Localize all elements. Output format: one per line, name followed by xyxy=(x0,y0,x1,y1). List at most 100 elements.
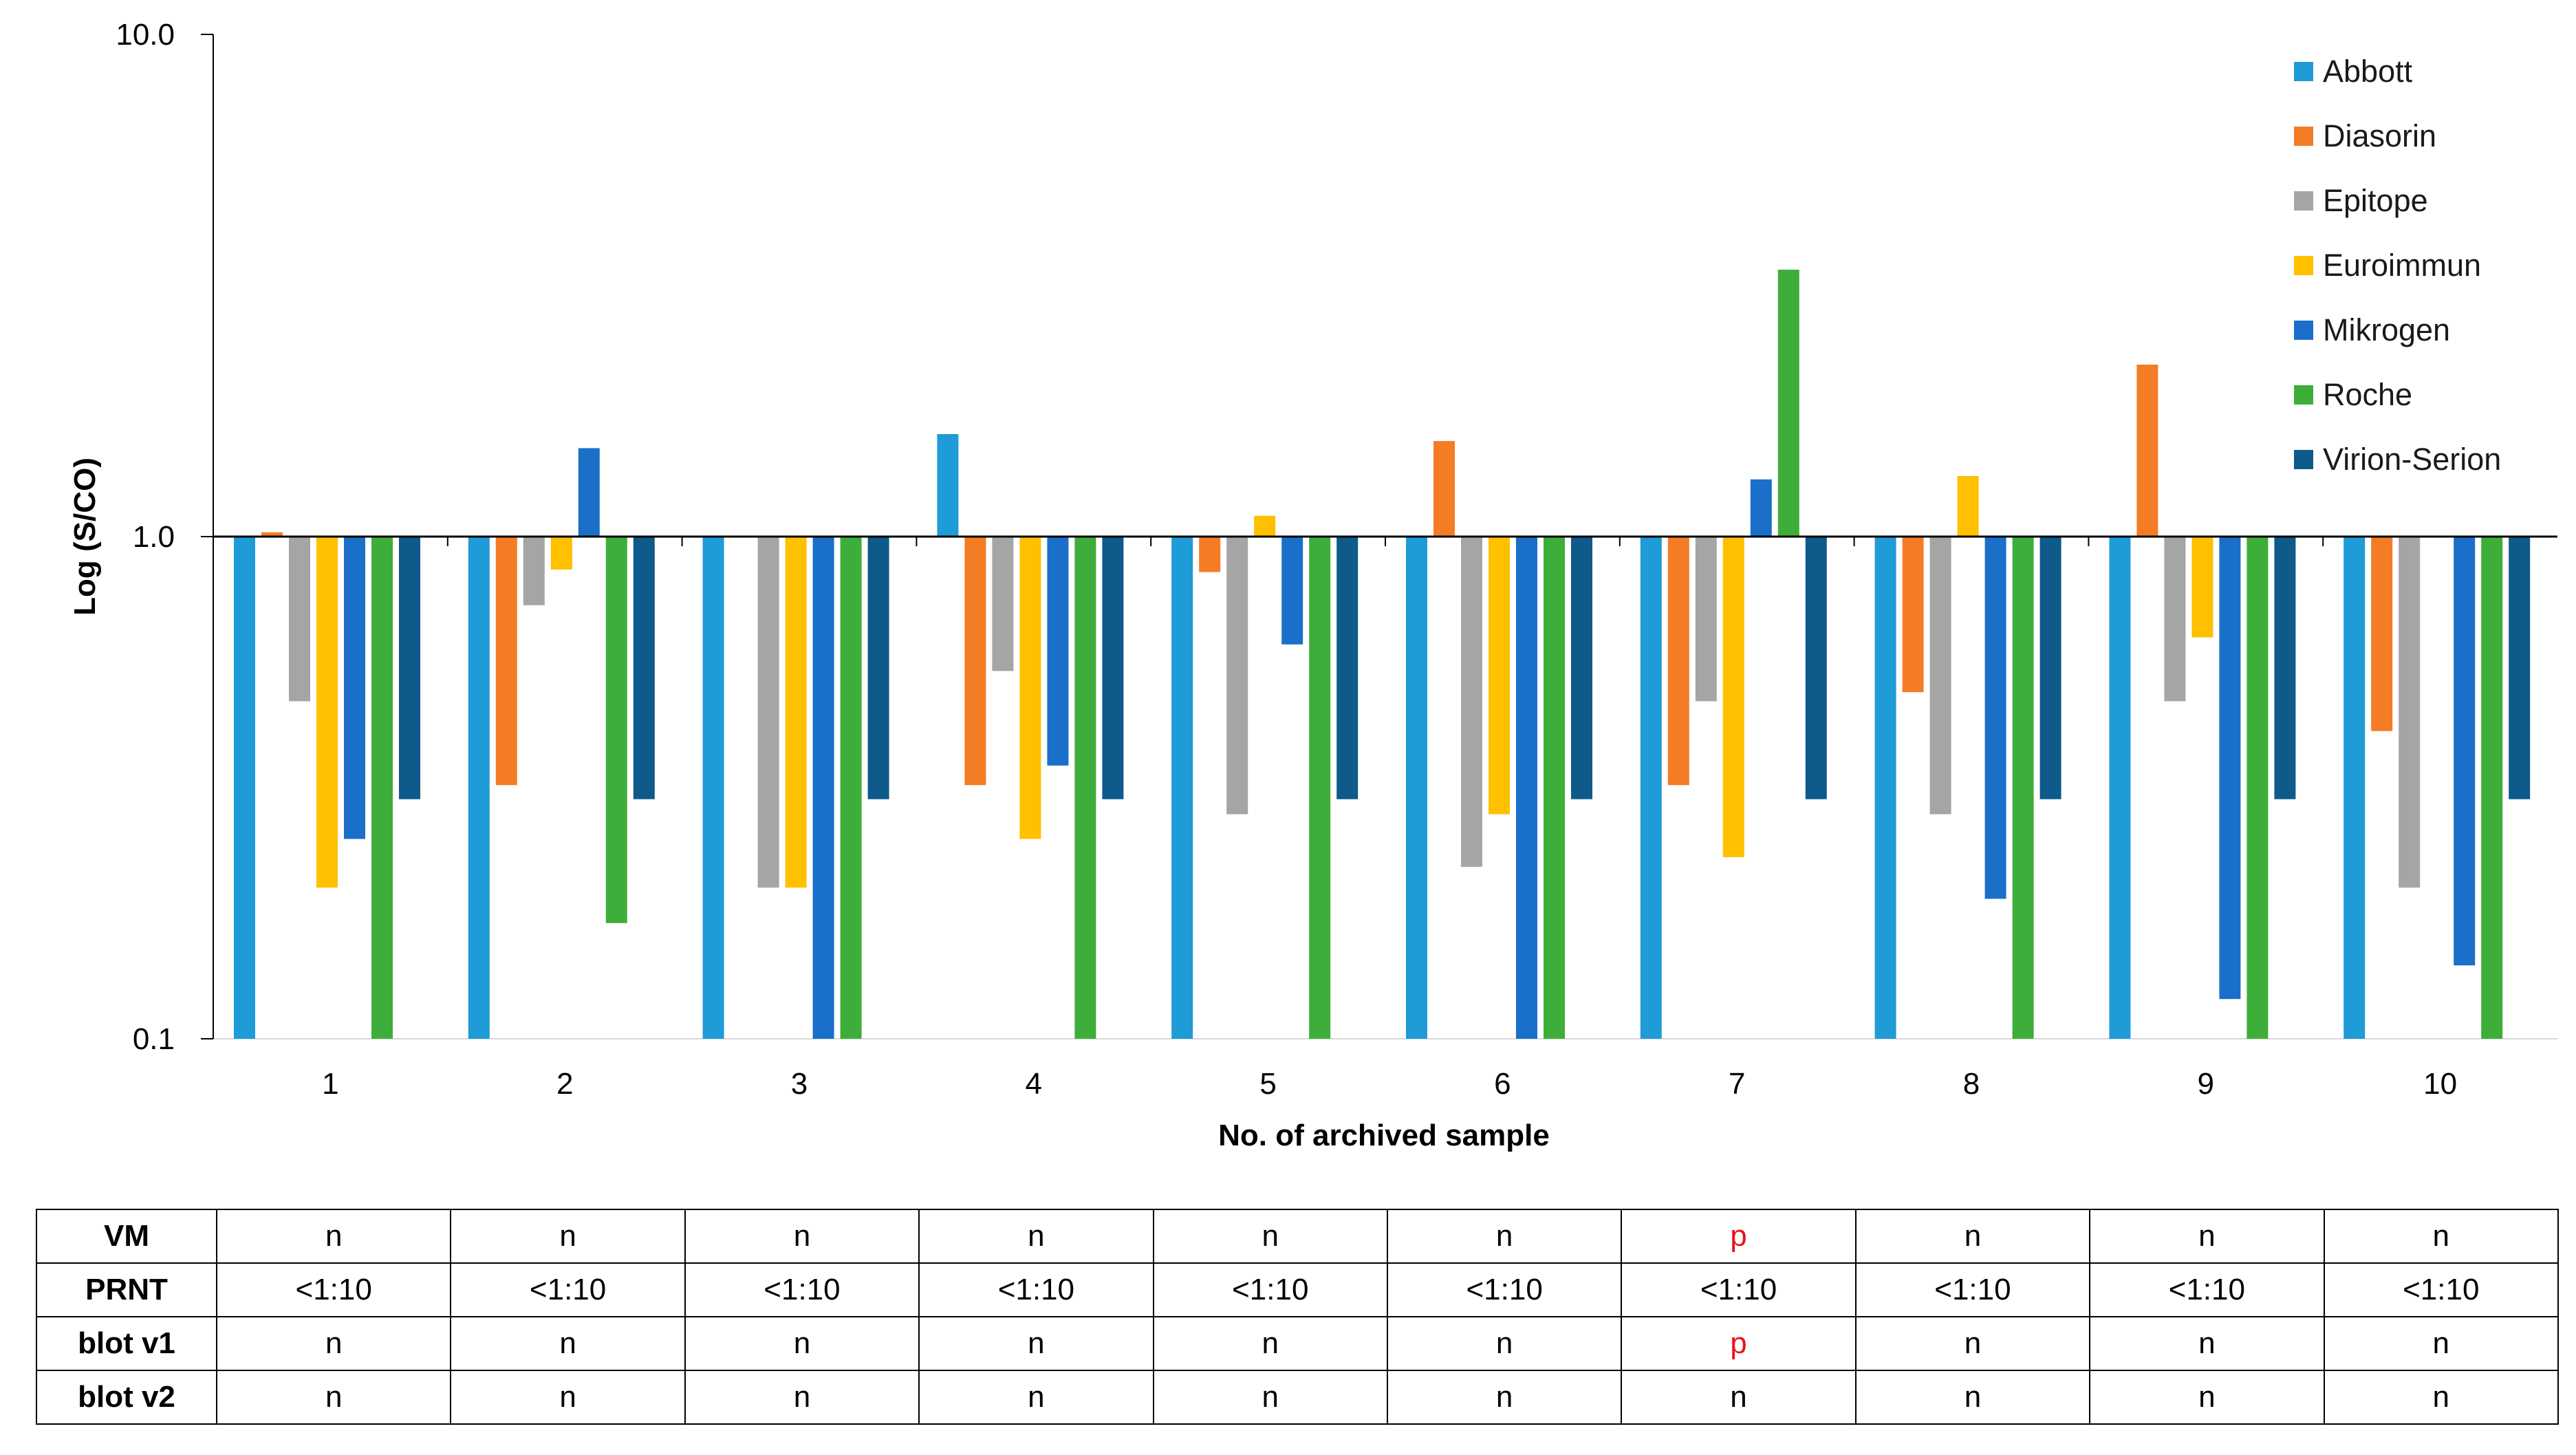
bar-roche-sample-5 xyxy=(1309,537,1331,1039)
legend-label: Roche xyxy=(2323,377,2412,412)
bar-epitope-sample-6 xyxy=(1461,537,1482,867)
y-ticks: 10.0 1.0 0.1 xyxy=(116,18,213,1056)
table-row: blot v1 n n n n n n p n n n xyxy=(36,1316,2559,1371)
legend-label: Euroimmun xyxy=(2323,248,2481,283)
bar-epitope-sample-5 xyxy=(1226,537,1248,815)
bar-virion-serion-sample-2 xyxy=(633,537,655,799)
bar-abbott-sample-3 xyxy=(702,537,724,1039)
table-cell: <1:10 xyxy=(684,1262,920,1317)
bar-abbott-sample-9 xyxy=(2109,537,2131,1039)
table-row: VM n n n n n n p n n n xyxy=(36,1209,2559,1264)
bar-roche-sample-9 xyxy=(2247,537,2269,1039)
table-cell: <1:10 xyxy=(1854,1262,2091,1317)
bar-mikrogen-sample-3 xyxy=(812,537,834,1039)
bar-epitope-sample-2 xyxy=(523,537,545,605)
bar-diasorin-sample-8 xyxy=(1902,537,1924,693)
bar-diasorin-sample-10 xyxy=(2371,537,2393,731)
bar-roche-sample-1 xyxy=(371,537,393,1039)
bar-euroimmun-sample-6 xyxy=(1489,537,1510,815)
y-tick-label: 1.0 xyxy=(133,520,175,554)
table-cell: <1:10 xyxy=(1152,1262,1388,1317)
row-label: blot v2 xyxy=(36,1370,217,1425)
bar-diasorin-sample-6 xyxy=(1433,441,1455,537)
legend: Abbott Diasorin Epitope Euroimmun Mikrogen Ro… xyxy=(2294,54,2501,477)
legend-swatch xyxy=(2294,450,2313,469)
bar-roche-sample-3 xyxy=(840,537,862,1039)
bar-roche-sample-6 xyxy=(1544,537,1565,1039)
legend-label: Abbott xyxy=(2323,54,2413,89)
bar-mikrogen-sample-7 xyxy=(1750,479,1772,537)
bar-mikrogen-sample-4 xyxy=(1047,537,1069,766)
legend-label: Virion-Serion xyxy=(2323,442,2501,477)
bar-diasorin-sample-1 xyxy=(261,532,283,537)
x-tick-label: 6 xyxy=(1494,1067,1511,1101)
table-cell: n xyxy=(1854,1209,2091,1264)
x-tick-label: 10 xyxy=(2423,1067,2457,1101)
bar-roche-sample-10 xyxy=(2481,537,2503,1039)
table-cell: n xyxy=(918,1209,1154,1264)
table-cell: n xyxy=(1621,1370,1857,1425)
table-cell: <1:10 xyxy=(215,1262,452,1317)
table-cell: n xyxy=(918,1370,1154,1425)
bar-virion-serion-sample-3 xyxy=(867,537,889,799)
bar-euroimmun-sample-4 xyxy=(1019,537,1041,839)
table-cell: <1:10 xyxy=(918,1262,1154,1317)
bar-virion-serion-sample-1 xyxy=(399,537,420,799)
table-row: PRNT <1:10 <1:10 <1:10 <1:10 <1:10 <1:10 <1:10 <… xyxy=(36,1262,2559,1317)
legend-swatch xyxy=(2294,127,2313,146)
legend-swatch xyxy=(2294,256,2313,275)
table-cell: <1:10 xyxy=(2323,1262,2559,1317)
table-cell: n xyxy=(450,1209,686,1264)
table-cell: <1:10 xyxy=(1386,1262,1623,1317)
x-tick-label: 8 xyxy=(1963,1067,1980,1101)
bar-mikrogen-sample-9 xyxy=(2219,537,2241,1000)
bar-roche-sample-8 xyxy=(2012,537,2034,1039)
results-table: VM n n n n n n p n n n PRNT <1:10 <1:10 <1:10 <1:10 <1:1… xyxy=(36,1209,2559,1425)
x-tick-label: 1 xyxy=(322,1067,338,1101)
table-cell: n xyxy=(1854,1370,2091,1425)
bar-diasorin-sample-7 xyxy=(1667,537,1689,786)
bar-euroimmun-sample-1 xyxy=(316,537,338,888)
table-cell: <1:10 xyxy=(450,1262,686,1317)
bar-roche-sample-7 xyxy=(1777,270,1799,537)
bar-mikrogen-sample-5 xyxy=(1281,537,1303,645)
bar-virion-serion-sample-4 xyxy=(1102,537,1124,799)
bar-euroimmun-sample-7 xyxy=(1722,537,1744,857)
row-label: PRNT xyxy=(36,1262,217,1317)
bar-abbott-sample-1 xyxy=(234,537,255,1039)
bar-diasorin-sample-2 xyxy=(495,537,517,786)
legend-swatch xyxy=(2294,191,2313,211)
y-tick-label: 10.0 xyxy=(116,18,175,52)
table-cell: <1:10 xyxy=(2089,1262,2325,1317)
table-cell: n xyxy=(450,1316,686,1371)
bar-virion-serion-sample-9 xyxy=(2274,537,2296,799)
bar-mikrogen-sample-10 xyxy=(2454,537,2476,966)
bar-epitope-sample-1 xyxy=(289,537,310,702)
bar-abbott-sample-4 xyxy=(937,433,959,537)
table-cell: n xyxy=(1152,1209,1388,1264)
bars xyxy=(234,270,2531,1039)
bar-mikrogen-sample-6 xyxy=(1516,537,1537,1039)
table-cell: n xyxy=(2089,1370,2325,1425)
bar-epitope-sample-3 xyxy=(757,537,779,888)
table-cell: n xyxy=(2323,1316,2559,1371)
bar-abbott-sample-5 xyxy=(1171,537,1193,1039)
x-ticks: 1 2 3 4 5 6 7 8 9 10 xyxy=(213,537,2457,1101)
table-cell: n xyxy=(684,1370,920,1425)
table-cell: n xyxy=(1386,1316,1623,1371)
bar-euroimmun-sample-3 xyxy=(785,537,807,888)
bar-virion-serion-sample-6 xyxy=(1571,537,1592,799)
x-tick-label: 4 xyxy=(1026,1067,1042,1101)
x-tick-label: 2 xyxy=(556,1067,573,1101)
table-cell: n xyxy=(215,1316,452,1371)
legend-label: Epitope xyxy=(2323,183,2428,218)
x-tick-label: 9 xyxy=(2198,1067,2214,1101)
table-cell: n xyxy=(1152,1370,1388,1425)
bar-abbott-sample-10 xyxy=(2344,537,2366,1039)
row-label: blot v1 xyxy=(36,1316,217,1371)
bar-mikrogen-sample-2 xyxy=(578,448,600,537)
x-axis-title: No. of archived sample xyxy=(1218,1119,1550,1152)
legend-swatch xyxy=(2294,62,2313,81)
legend-label: Mikrogen xyxy=(2323,312,2450,347)
bar-epitope-sample-10 xyxy=(2399,537,2421,888)
